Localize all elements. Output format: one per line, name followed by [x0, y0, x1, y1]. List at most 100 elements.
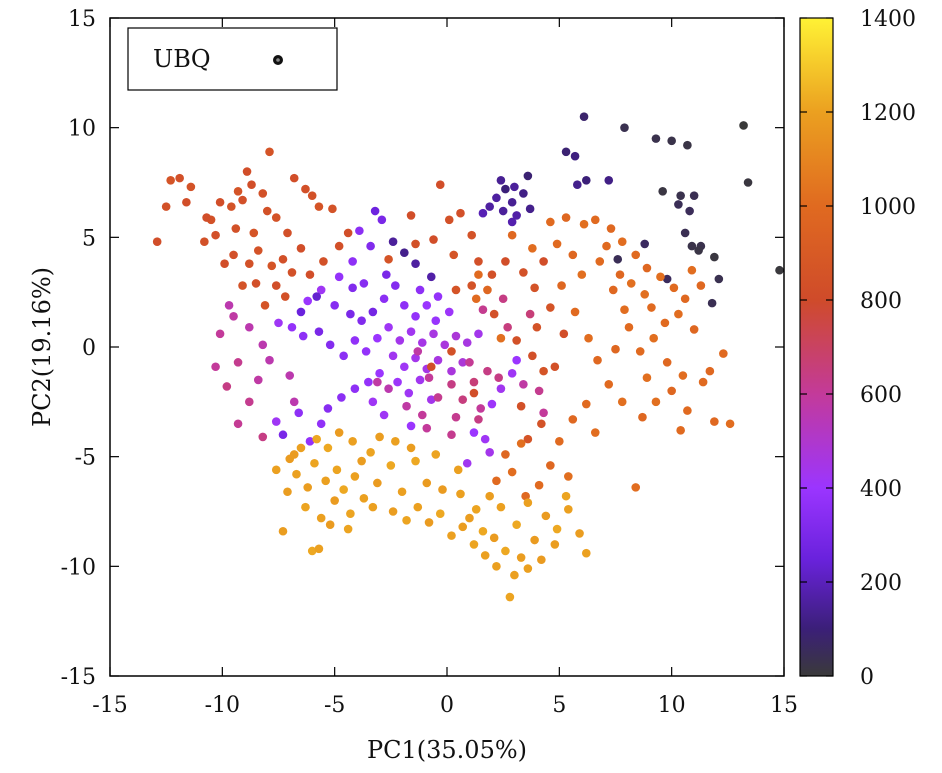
data-point-377	[523, 498, 533, 508]
data-point-214	[384, 254, 393, 264]
data-point-293	[640, 290, 650, 299]
data-point-133	[224, 301, 234, 310]
y-tick-label: -15	[61, 665, 96, 690]
data-point-166	[186, 182, 196, 192]
data-point-267	[570, 307, 580, 317]
data-point-49	[334, 272, 344, 282]
data-point-231	[447, 347, 456, 356]
data-point-106	[382, 270, 391, 279]
data-point-184	[343, 228, 353, 238]
data-point-31	[510, 182, 519, 192]
data-point-38	[507, 217, 517, 227]
data-point-125	[211, 362, 220, 372]
data-point-269	[577, 270, 587, 279]
data-point-291	[552, 239, 562, 249]
x-tick-label: -15	[92, 693, 127, 718]
data-point-348	[512, 520, 521, 529]
data-point-227	[559, 329, 569, 339]
data-point-135	[289, 397, 299, 407]
data-point-190	[287, 268, 297, 277]
data-point-297	[602, 241, 611, 251]
data-point-329	[373, 478, 382, 488]
data-point-186	[244, 259, 254, 268]
data-point-165	[182, 197, 191, 207]
data-point-131	[233, 419, 243, 429]
data-point-110	[406, 421, 416, 431]
data-point-262	[638, 412, 647, 422]
data-point-54	[357, 316, 366, 325]
data-point-268	[557, 281, 566, 290]
data-point-309	[310, 458, 319, 468]
data-point-29	[496, 176, 506, 185]
data-point-169	[211, 230, 220, 240]
data-point-148	[476, 404, 486, 413]
data-point-357	[431, 450, 441, 459]
data-point-360	[552, 524, 562, 534]
x-tick-label: 0	[440, 693, 454, 718]
data-point-130	[244, 397, 254, 407]
data-point-61	[431, 316, 441, 325]
data-point-208	[444, 215, 454, 225]
data-point-153	[503, 322, 512, 332]
data-point-345	[505, 592, 515, 602]
data-point-86	[447, 366, 456, 376]
data-point-57	[391, 281, 400, 290]
y-tick-label: -10	[61, 555, 96, 580]
data-point-30	[501, 184, 510, 194]
data-point-63	[384, 322, 393, 332]
data-point-337	[447, 531, 456, 540]
data-point-274	[611, 344, 620, 354]
data-point-59	[411, 311, 420, 321]
data-point-232	[426, 362, 436, 372]
data-point-277	[568, 415, 578, 424]
data-point-276	[581, 399, 591, 409]
data-point-42	[388, 237, 398, 247]
data-point-256	[667, 386, 676, 396]
data-point-39	[485, 202, 494, 211]
data-point-127	[253, 375, 263, 385]
data-point-296	[687, 265, 697, 275]
data-point-310	[321, 476, 330, 486]
data-point-113	[469, 428, 479, 437]
data-point-327	[346, 509, 355, 518]
data-point-157	[539, 408, 548, 418]
colorbar-tick-label: 1200	[860, 101, 916, 126]
data-point-4	[667, 136, 676, 146]
data-point-51	[303, 296, 313, 306]
data-point-215	[474, 257, 483, 266]
data-point-17	[714, 274, 724, 284]
data-point-204	[319, 257, 328, 266]
data-point-368	[375, 432, 384, 442]
data-point-311	[330, 496, 339, 505]
data-point-273	[624, 322, 634, 332]
data-point-292	[568, 250, 578, 260]
data-point-213	[411, 239, 420, 249]
data-point-160	[422, 423, 432, 433]
data-point-234	[516, 401, 526, 411]
data-point-241	[606, 224, 616, 233]
data-point-101	[426, 395, 436, 404]
data-point-331	[397, 487, 407, 497]
y-tick-label: 10	[68, 117, 96, 142]
data-point-14	[694, 246, 703, 255]
data-point-366	[271, 465, 281, 475]
data-point-352	[456, 489, 465, 499]
data-point-226	[546, 303, 555, 312]
data-point-22	[579, 112, 589, 121]
data-point-103	[359, 279, 369, 288]
data-point-363	[561, 491, 571, 501]
data-point-128	[265, 355, 274, 365]
data-point-107	[355, 226, 364, 236]
data-point-70	[298, 331, 308, 341]
data-point-253	[662, 358, 672, 367]
data-point-299	[626, 279, 636, 288]
data-point-201	[280, 292, 290, 301]
data-point-189	[278, 254, 288, 264]
x-tick-label: 15	[770, 693, 798, 718]
data-point-313	[350, 472, 360, 481]
data-point-9	[689, 191, 699, 200]
colorbar-tick-label: 1000	[860, 195, 916, 220]
data-point-302	[631, 483, 641, 492]
data-point-303	[471, 294, 481, 304]
data-point-196	[202, 213, 211, 222]
